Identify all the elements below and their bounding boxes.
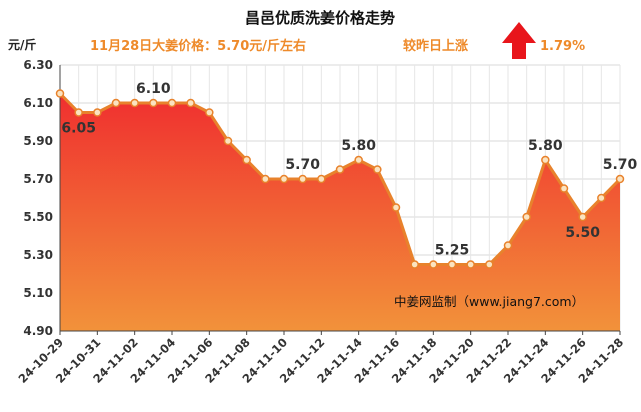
price-info-text: 11月28日大姜价格：5.70元/斤左右	[90, 38, 306, 54]
data-point	[279, 174, 289, 184]
x-axis-ticks: 24-10-2924-10-3124-11-0224-11-0424-11-06…	[16, 331, 626, 386]
chart-title: 昌邑优质洗姜价格走势	[245, 9, 395, 27]
data-point	[74, 108, 83, 117]
data-point	[167, 98, 177, 108]
data-label: 5.80	[528, 138, 563, 154]
y-tick-label: 4.90	[23, 324, 53, 338]
data-label: 6.05	[61, 121, 96, 137]
data-points	[55, 89, 625, 269]
data-point	[242, 155, 251, 165]
data-labels: 6.05 6.10 5.70 5.80 5.25 5.80 5.50 5.70	[61, 81, 637, 259]
y-tick-label: 5.90	[23, 134, 53, 148]
data-point	[205, 108, 214, 117]
data-point	[615, 174, 625, 184]
y-tick-label: 5.50	[23, 210, 53, 224]
data-point	[261, 174, 270, 184]
y-tick-label: 5.30	[23, 248, 53, 262]
data-point	[541, 155, 550, 165]
y-tick-label: 6.30	[23, 58, 53, 72]
data-label: 6.10	[136, 81, 171, 97]
data-point	[186, 98, 195, 108]
data-point	[149, 98, 158, 108]
data-label: 5.80	[341, 138, 376, 154]
data-point	[559, 184, 569, 193]
y-axis-ticks: 6.30 6.10 5.90 5.70 5.50 5.30 5.10 4.90	[23, 58, 53, 338]
y-tick-label: 6.10	[23, 96, 53, 110]
data-point	[410, 260, 419, 269]
data-point	[522, 212, 531, 222]
data-point	[447, 260, 457, 269]
data-point	[354, 155, 363, 165]
change-label: 较昨日上涨	[403, 38, 468, 54]
data-point	[503, 241, 513, 250]
data-point	[391, 203, 401, 212]
y-tick-label: 5.70	[23, 172, 53, 186]
data-point	[223, 136, 233, 146]
up-arrow-icon	[502, 22, 536, 59]
data-point	[485, 260, 494, 269]
data-point	[130, 98, 139, 108]
data-label: 5.70	[285, 157, 320, 173]
y-axis-label: 元/斤	[8, 37, 36, 52]
data-label: 5.25	[435, 243, 470, 259]
data-point	[466, 260, 475, 269]
data-point	[429, 260, 438, 269]
data-point	[93, 108, 102, 117]
change-value: 1.79%	[540, 39, 585, 54]
data-label: 5.70	[603, 157, 638, 173]
y-tick-label: 5.10	[23, 286, 53, 300]
data-point	[111, 98, 121, 108]
data-point	[55, 89, 65, 98]
data-point	[317, 174, 326, 184]
data-point	[335, 165, 345, 174]
data-label: 5.50	[565, 225, 600, 241]
data-point	[298, 174, 307, 184]
watermark-text: 中姜网监制（www.jiang7.com）	[394, 294, 584, 309]
area-fill	[60, 93, 620, 331]
data-point	[373, 165, 382, 174]
data-point	[578, 212, 587, 222]
data-point	[597, 193, 606, 203]
